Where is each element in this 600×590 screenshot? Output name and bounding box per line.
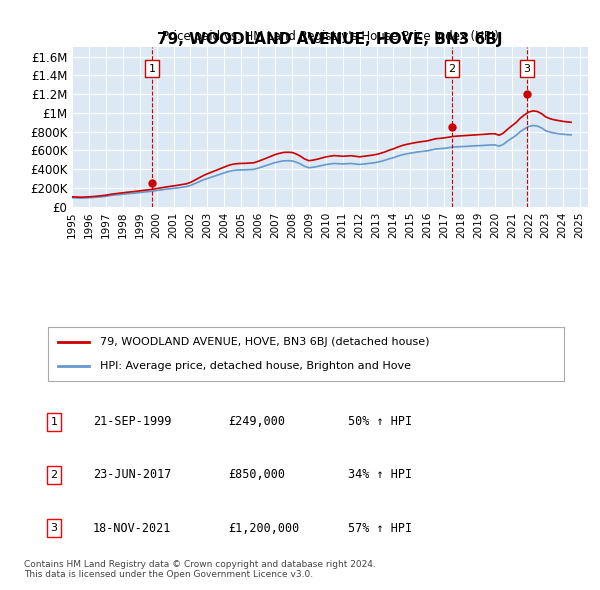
Text: £249,000: £249,000 [228,415,285,428]
Text: 2: 2 [449,64,456,74]
Text: 1: 1 [50,417,58,427]
Title: 79, WOODLAND AVENUE, HOVE, BN3 6BJ: 79, WOODLAND AVENUE, HOVE, BN3 6BJ [157,32,503,47]
Text: 18-NOV-2021: 18-NOV-2021 [93,522,172,535]
Text: £1,200,000: £1,200,000 [228,522,299,535]
Text: £850,000: £850,000 [228,468,285,481]
Text: 57% ↑ HPI: 57% ↑ HPI [348,522,412,535]
Text: Contains HM Land Registry data © Crown copyright and database right 2024.
This d: Contains HM Land Registry data © Crown c… [24,560,376,579]
Text: Price paid vs. HM Land Registry's House Price Index (HPI): Price paid vs. HM Land Registry's House … [161,30,499,43]
Text: 1: 1 [148,64,155,74]
Text: 34% ↑ HPI: 34% ↑ HPI [348,468,412,481]
Text: HPI: Average price, detached house, Brighton and Hove: HPI: Average price, detached house, Brig… [100,360,410,371]
Text: 3: 3 [523,64,530,74]
Text: 21-SEP-1999: 21-SEP-1999 [93,415,172,428]
Text: 79, WOODLAND AVENUE, HOVE, BN3 6BJ (detached house): 79, WOODLAND AVENUE, HOVE, BN3 6BJ (deta… [100,337,429,348]
Text: 2: 2 [50,470,58,480]
Text: 23-JUN-2017: 23-JUN-2017 [93,468,172,481]
Text: 50% ↑ HPI: 50% ↑ HPI [348,415,412,428]
Text: 3: 3 [50,523,58,533]
